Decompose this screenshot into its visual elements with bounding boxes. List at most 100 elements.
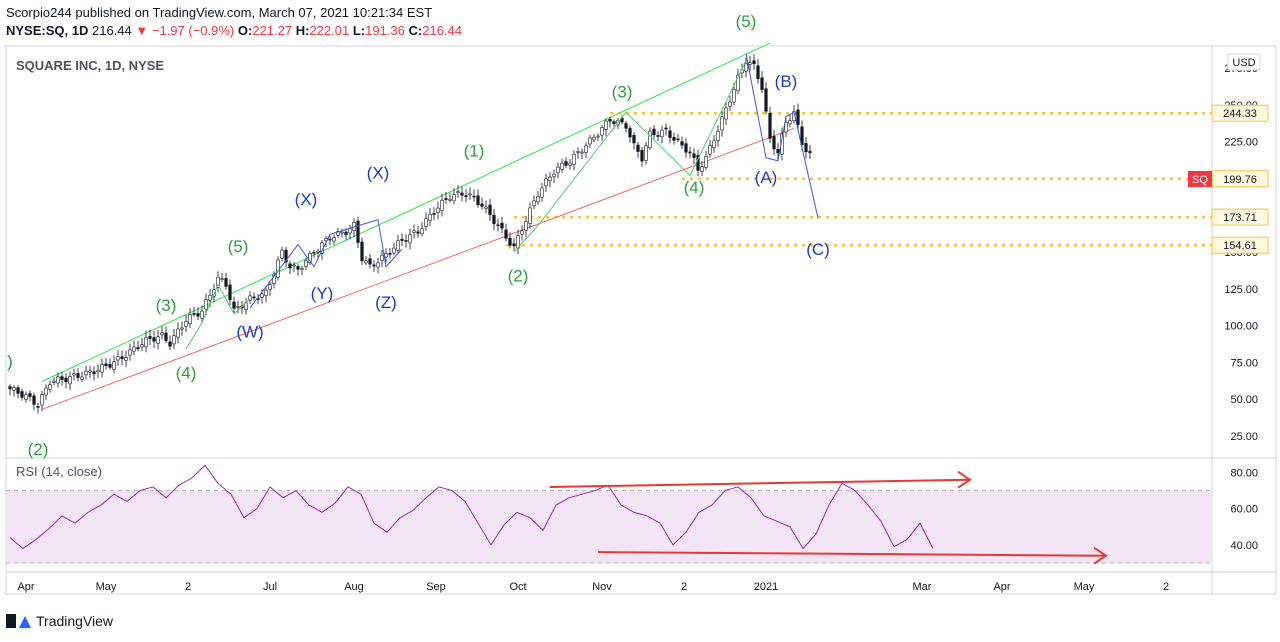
- candle-body: [276, 259, 280, 278]
- candle-body: [108, 364, 112, 368]
- candle-body: [100, 364, 104, 373]
- wave-label: (5): [736, 12, 757, 31]
- time-tick-label: 2: [681, 581, 687, 593]
- candle-body: [272, 274, 276, 284]
- candle-body: [700, 166, 704, 172]
- candle-body: [280, 249, 284, 259]
- candle-body: [732, 88, 736, 103]
- candle-body: [84, 370, 88, 376]
- candle-body: [44, 387, 48, 396]
- candle-body: [148, 336, 152, 339]
- time-tick-label: Sep: [426, 581, 446, 593]
- ticker-badge-label: SQ: [1192, 174, 1208, 186]
- rsi-band: [6, 490, 1212, 564]
- candle-body: [364, 260, 368, 264]
- price-level-tag-label: 173.71: [1223, 212, 1257, 224]
- candle-body: [376, 262, 380, 268]
- candle-body: [624, 123, 628, 129]
- candle-body: [40, 394, 44, 406]
- candle-body: [52, 380, 56, 383]
- time-axis[interactable]: Apr May 2 Jul Aug Sep Oct Nov 2 2021 Mar Apr May 2: [17, 581, 1169, 593]
- candle-body: [600, 127, 604, 136]
- candle-body: [772, 136, 776, 150]
- candle-body: [176, 328, 180, 338]
- candle-body: [92, 371, 96, 375]
- candle-body: [560, 162, 564, 170]
- candle-body: [232, 301, 236, 309]
- currency-button[interactable]: [1227, 53, 1261, 71]
- candle-body: [120, 356, 124, 359]
- candle-body: [708, 145, 712, 155]
- candle-body: [348, 228, 352, 234]
- close-label: C:: [408, 23, 423, 38]
- candle-body: [192, 313, 196, 315]
- candle-body: [188, 314, 192, 324]
- candle-body: [24, 394, 28, 400]
- candle-body: [424, 218, 428, 227]
- wave-path-green: [185, 283, 251, 350]
- candle-body: [80, 376, 84, 380]
- candle-body: [340, 231, 344, 234]
- candle-body: [392, 247, 396, 254]
- candle-body: [220, 278, 224, 280]
- low-value: 191.36: [365, 23, 405, 38]
- candle-body: [580, 151, 584, 154]
- rsi-title: RSI (14, close): [16, 464, 102, 479]
- candle-body: [680, 141, 684, 146]
- candle-body: [288, 263, 292, 269]
- chart-frame: [5, 45, 1277, 595]
- close-value: 216.44: [422, 23, 462, 38]
- candle-body: [468, 193, 472, 196]
- wave-label: (4): [684, 178, 705, 197]
- candle-body: [36, 406, 40, 408]
- price-level-tag-label: 199.76: [1223, 174, 1257, 186]
- candle-body: [172, 335, 176, 345]
- candle-body: [152, 337, 156, 342]
- candle-body: [20, 391, 24, 398]
- candle-body: [528, 207, 532, 224]
- wave-label: (Y): [311, 284, 334, 303]
- candle-body: [400, 238, 404, 241]
- candle-body: [344, 231, 348, 235]
- candle-body: [380, 254, 384, 262]
- candle-body: [568, 162, 572, 166]
- candle-body: [64, 377, 68, 382]
- candle-body: [428, 213, 432, 221]
- candle-body: [112, 361, 116, 370]
- elliott-wave-lines: [185, 53, 819, 350]
- trend-channel: [41, 42, 795, 410]
- candle-body: [628, 128, 632, 138]
- candle-body: [164, 332, 168, 341]
- candle-body: [404, 240, 408, 242]
- price-tick-label: 50.00: [1230, 394, 1258, 406]
- candle-body: [488, 204, 492, 215]
- candle-body: [308, 252, 312, 263]
- candle-body: [132, 346, 136, 352]
- candle-body: [552, 173, 556, 177]
- candle-body: [200, 310, 204, 319]
- wave-label: (A): [755, 168, 778, 187]
- wave-label: (2): [508, 266, 529, 285]
- candle-body: [140, 344, 144, 348]
- candle-body: [28, 393, 32, 397]
- time-tick-label: Mar: [913, 581, 932, 593]
- candle-body: [16, 387, 20, 394]
- wave-label: (Z): [375, 293, 397, 312]
- candle-body: [248, 295, 252, 301]
- candle-body: [104, 363, 108, 366]
- tradingview-logo[interactable]: TradingView: [6, 613, 113, 629]
- candle-body: [388, 252, 392, 255]
- currency-button-label: USD: [1232, 57, 1255, 69]
- last-price: 216.44: [91, 23, 132, 38]
- candle-body: [216, 276, 220, 288]
- candle-body: [96, 369, 100, 373]
- time-tick-label: Oct: [509, 581, 526, 593]
- candle-body: [440, 199, 444, 211]
- candle-body: [608, 118, 612, 122]
- wave-label: (3): [612, 83, 633, 102]
- candle-body: [556, 166, 560, 174]
- candle-body: [484, 206, 488, 209]
- high-value: 222.01: [309, 23, 350, 38]
- price-change: −1.97 (−0.9%): [151, 23, 235, 38]
